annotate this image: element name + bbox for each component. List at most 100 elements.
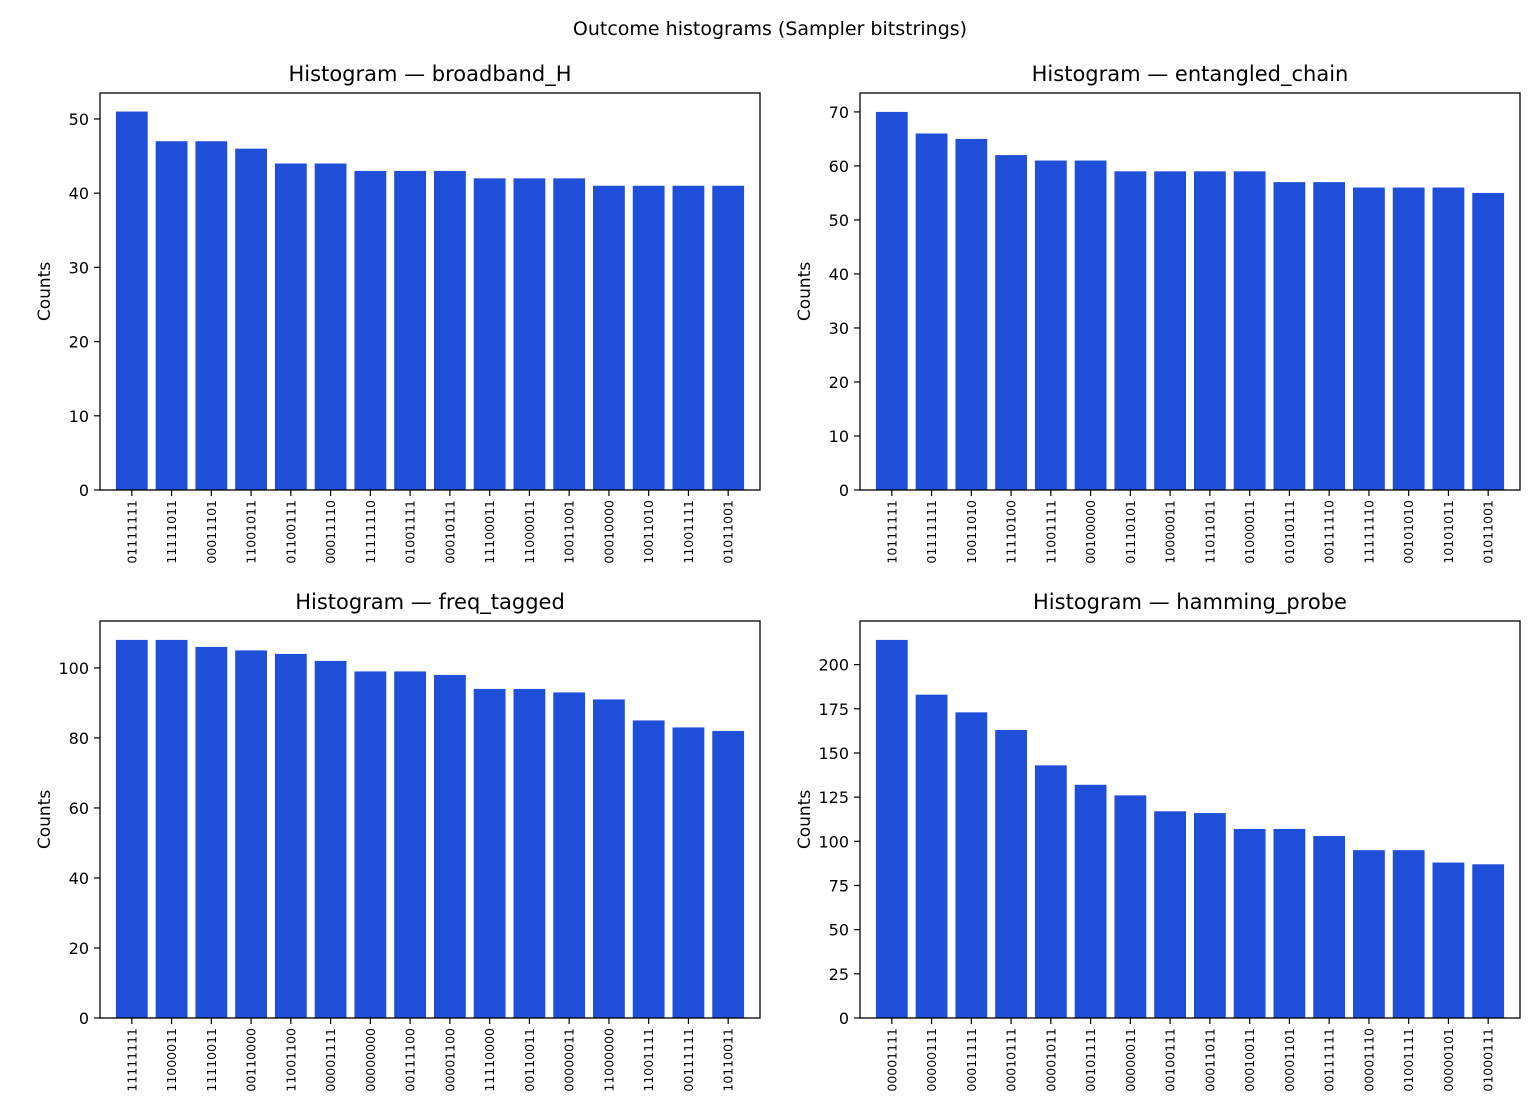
bar-11111111 bbox=[115, 639, 148, 1018]
x-tick-label: 00011011 bbox=[1202, 1028, 1217, 1092]
x-tick-label: 10000011 bbox=[1163, 500, 1178, 564]
bar-00100111 bbox=[1154, 811, 1187, 1018]
bar-00001100 bbox=[433, 674, 466, 1018]
bar-00000011 bbox=[553, 692, 586, 1018]
bar-00001011 bbox=[1034, 765, 1067, 1018]
y-tick-label: 0 bbox=[839, 481, 849, 500]
x-tick-label: 00000011 bbox=[1123, 1028, 1138, 1092]
bar-11001011 bbox=[235, 148, 267, 490]
x-tick-label: 00001011 bbox=[1043, 1028, 1058, 1092]
bar-11011011 bbox=[1193, 171, 1226, 490]
x-tick-label: 01001111 bbox=[403, 500, 418, 564]
hamming-probe-subplot: 0 25 50 75 100 125 150 175 200 00001111 00000111 00… bbox=[795, 590, 1521, 1092]
x-tick-label: 11001100 bbox=[283, 1028, 298, 1092]
bar-00110011 bbox=[513, 688, 546, 1018]
bar-00011110 bbox=[314, 163, 347, 490]
bar-00000011 bbox=[1114, 795, 1147, 1018]
x-tick-label: 01011001 bbox=[721, 500, 736, 564]
bar-00010111 bbox=[995, 730, 1027, 1018]
broadband-h-title: Histogram — broadband_H bbox=[289, 62, 572, 87]
bar-01011001 bbox=[712, 185, 745, 490]
y-tick-label: 125 bbox=[818, 788, 849, 807]
x-tick-label: 00011111 bbox=[964, 1028, 979, 1092]
bar-11000011 bbox=[155, 639, 188, 1018]
y-tick-label: 40 bbox=[69, 184, 89, 203]
x-tick-label: 01000111 bbox=[1481, 1028, 1496, 1092]
x-tick-label: 10011010 bbox=[964, 500, 979, 564]
bar-00000000 bbox=[354, 671, 387, 1018]
y-tick-label: 0 bbox=[79, 481, 89, 500]
entangled-chain-axes-frame bbox=[859, 92, 1521, 491]
x-tick-label: 11100011 bbox=[482, 500, 497, 564]
bar-01000011 bbox=[1233, 171, 1266, 490]
y-tick-label: 0 bbox=[79, 1009, 89, 1028]
entangled-chain-y-axis-label: Counts bbox=[795, 262, 815, 321]
y-tick-label: 50 bbox=[829, 211, 849, 230]
x-tick-label: 11000011 bbox=[522, 500, 537, 564]
bar-00001111 bbox=[314, 660, 347, 1018]
bar-00010000 bbox=[593, 185, 625, 490]
x-tick-label: 01010111 bbox=[1282, 500, 1297, 564]
freq-tagged-y-axis-label: Counts bbox=[35, 790, 55, 849]
x-tick-label: 00000101 bbox=[1441, 1028, 1456, 1092]
bar-01100111 bbox=[274, 163, 307, 490]
bar-00110000 bbox=[235, 650, 267, 1018]
hamming-probe-title: Histogram — hamming_probe bbox=[1033, 590, 1347, 615]
bar-11001111 bbox=[1034, 160, 1067, 490]
y-tick-label: 100 bbox=[58, 659, 89, 678]
x-tick-label: 00111111 bbox=[1322, 1028, 1337, 1092]
x-tick-label: 11001011 bbox=[244, 500, 259, 564]
x-tick-label: 00000000 bbox=[363, 1028, 378, 1092]
bar-10110011 bbox=[712, 730, 745, 1018]
x-tick-label: 11001111 bbox=[1043, 500, 1058, 564]
x-tick-label: 01110101 bbox=[1123, 500, 1138, 564]
bar-00111111 bbox=[1313, 836, 1346, 1018]
y-tick-label: 30 bbox=[69, 258, 89, 277]
x-tick-label: 00010000 bbox=[601, 500, 616, 564]
y-tick-label: 20 bbox=[69, 939, 89, 958]
y-tick-label: 40 bbox=[829, 265, 849, 284]
x-tick-label: 00010111 bbox=[442, 500, 457, 564]
entangled-chain-subplot: 0 10 20 30 40 50 60 70 10111111 01111111 10011010 1… bbox=[795, 62, 1521, 564]
bar-00001111 bbox=[875, 639, 908, 1018]
bar-01001111 bbox=[394, 170, 427, 490]
bar-11100011 bbox=[473, 178, 506, 491]
x-tick-label: 10011010 bbox=[641, 500, 656, 564]
bar-01111111 bbox=[115, 111, 148, 491]
x-tick-label: 00100000 bbox=[1083, 500, 1098, 564]
x-tick-label: 10011001 bbox=[562, 500, 577, 564]
y-tick-label: 20 bbox=[69, 333, 89, 352]
x-tick-label: 11111110 bbox=[1361, 500, 1376, 564]
bar-10111111 bbox=[875, 111, 908, 491]
x-tick-label: 11011011 bbox=[1202, 500, 1217, 564]
x-tick-label: 11110100 bbox=[1004, 500, 1019, 564]
bar-00011011 bbox=[1193, 813, 1226, 1018]
bar-11111110 bbox=[354, 170, 387, 490]
x-tick-label: 00110011 bbox=[522, 1028, 537, 1092]
x-tick-label: 10101011 bbox=[1441, 500, 1456, 564]
x-tick-label: 00000011 bbox=[562, 1028, 577, 1092]
bar-10011010 bbox=[632, 185, 665, 490]
bar-01111111 bbox=[915, 133, 948, 491]
x-tick-label: 01011001 bbox=[1481, 500, 1496, 564]
bar-11001111 bbox=[672, 185, 705, 490]
bar-00001101 bbox=[1273, 828, 1306, 1018]
bar-01000111 bbox=[1472, 864, 1505, 1018]
x-tick-label: 01100111 bbox=[283, 500, 298, 564]
hamming-probe-axes-frame bbox=[859, 620, 1521, 1019]
bar-01110101 bbox=[1114, 171, 1147, 490]
bar-10011001 bbox=[553, 178, 586, 491]
x-tick-label: 00001101 bbox=[1282, 1028, 1297, 1092]
bar-00011101 bbox=[195, 141, 228, 490]
x-tick-label: 01001111 bbox=[1401, 1028, 1416, 1092]
y-tick-label: 0 bbox=[839, 1009, 849, 1028]
x-tick-label: 10110011 bbox=[721, 1028, 736, 1092]
bar-00000101 bbox=[1432, 862, 1465, 1018]
x-tick-label: 01111111 bbox=[924, 500, 939, 564]
y-tick-label: 75 bbox=[829, 876, 849, 895]
y-tick-label: 200 bbox=[818, 656, 849, 675]
broadband-h-subplot: 0 10 20 30 40 50 01111111 11111011 00011101 11001… bbox=[35, 62, 761, 564]
y-tick-label: 100 bbox=[818, 832, 849, 851]
x-tick-label: 00000111 bbox=[924, 1028, 939, 1092]
